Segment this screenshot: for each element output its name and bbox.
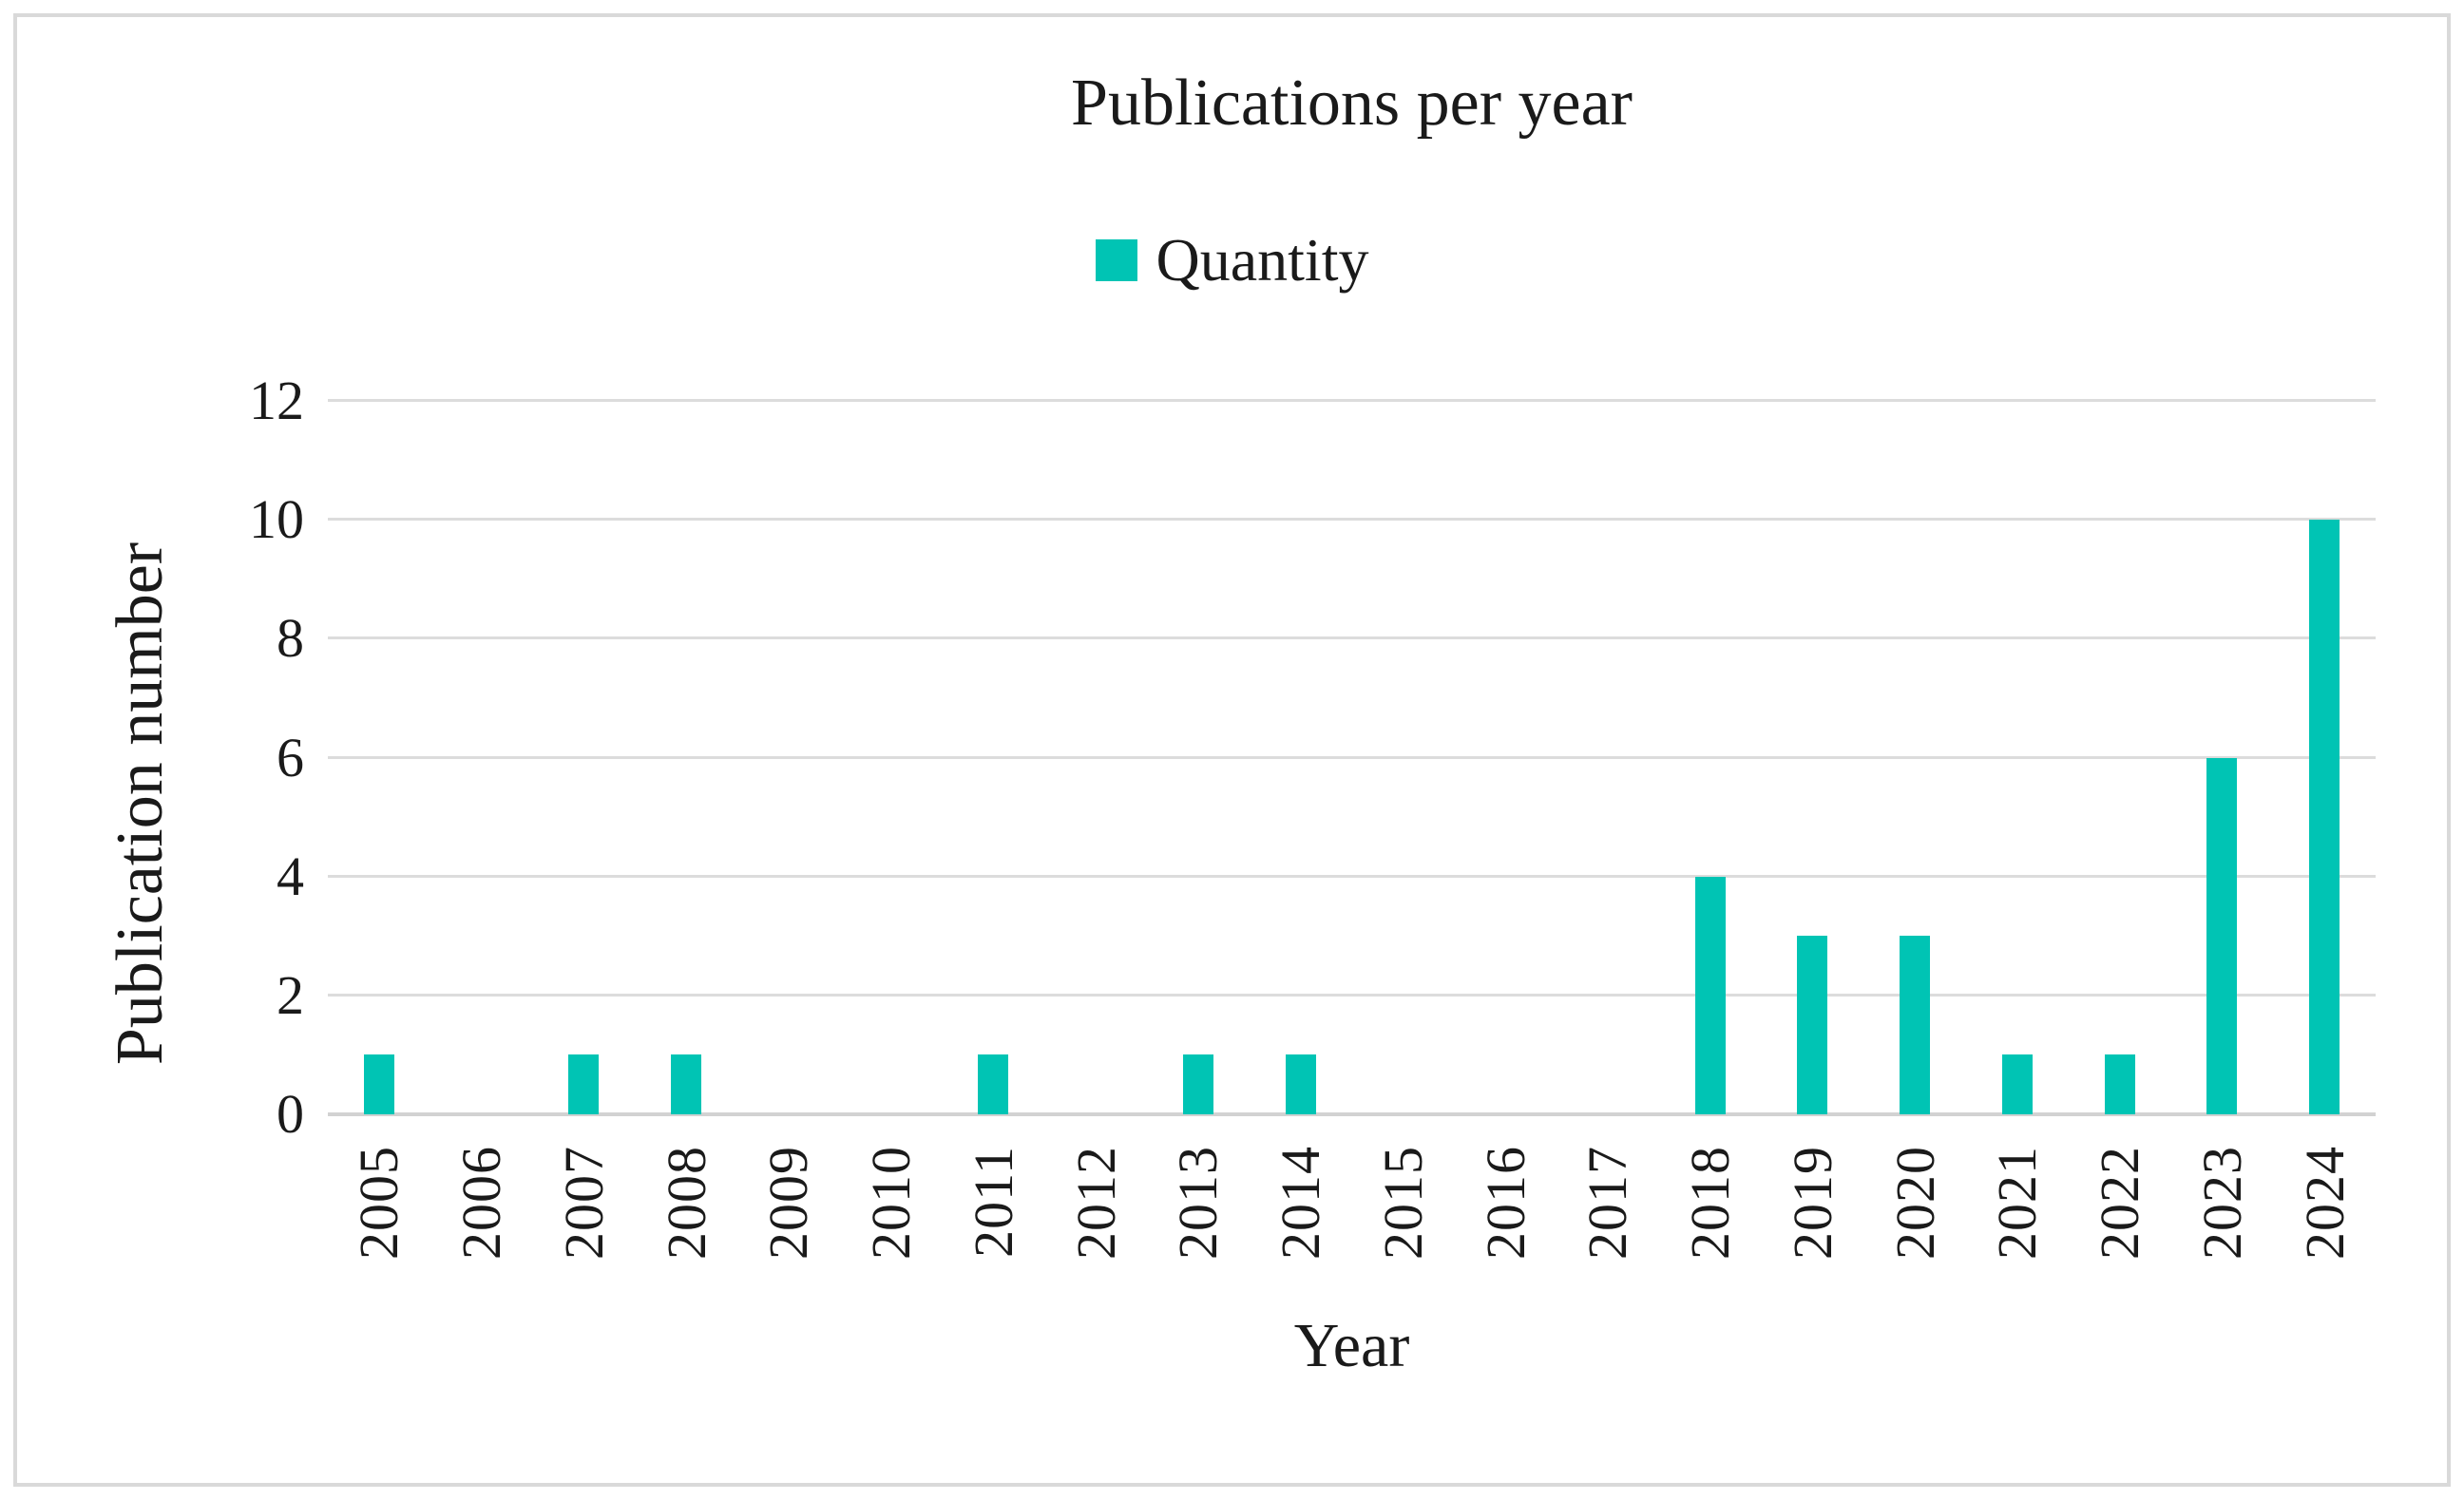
- x-tick-label-2016: 2016: [1474, 1146, 1537, 1260]
- x-tick-2005: 2005: [328, 1146, 430, 1305]
- x-tick-label-2008: 2008: [655, 1146, 717, 1260]
- gridline-y4: [328, 874, 2376, 878]
- x-tick-label-2017: 2017: [1576, 1146, 1639, 1260]
- x-tick-2020: 2020: [1863, 1146, 1966, 1305]
- x-axis-title: Year: [1293, 1311, 1410, 1380]
- bar-column-2007: [533, 401, 636, 1114]
- x-tick-label-2006: 2006: [450, 1146, 513, 1260]
- x-tick-label-2009: 2009: [757, 1146, 820, 1260]
- legend: Quantity: [17, 226, 2447, 294]
- x-tick-2012: 2012: [1044, 1146, 1147, 1305]
- x-tick-label-2012: 2012: [1064, 1146, 1127, 1260]
- x-tick-2022: 2022: [2069, 1146, 2171, 1305]
- x-tick-2011: 2011: [943, 1146, 1045, 1305]
- x-tick-label-2013: 2013: [1167, 1146, 1230, 1260]
- x-tick-label-2022: 2022: [2089, 1146, 2151, 1260]
- y-tick-label-2: 2: [277, 963, 304, 1026]
- bar-column-2014: [1250, 401, 1352, 1114]
- x-tick-label-2023: 2023: [2190, 1146, 2253, 1260]
- x-tick-2006: 2006: [430, 1146, 533, 1305]
- bar-2018: [1694, 876, 1726, 1114]
- x-tick-2007: 2007: [533, 1146, 636, 1305]
- x-tick-label-2018: 2018: [1679, 1146, 1742, 1260]
- bar-2013: [1182, 1054, 1213, 1114]
- x-tick-2016: 2016: [1454, 1146, 1557, 1305]
- x-tick-label-2010: 2010: [860, 1146, 923, 1260]
- x-tick-label-2005: 2005: [348, 1146, 411, 1260]
- x-tick-label-2007: 2007: [552, 1146, 615, 1260]
- bar-column-2012: [1044, 401, 1147, 1114]
- bar-column-2024: [2273, 401, 2376, 1114]
- bar-column-2006: [430, 401, 533, 1114]
- y-tick-label-4: 4: [277, 845, 304, 907]
- bar-column-2010: [840, 401, 943, 1114]
- bar-2007: [568, 1054, 600, 1114]
- x-tick-label-2014: 2014: [1270, 1146, 1332, 1260]
- bar-column-2017: [1557, 401, 1659, 1114]
- gridline-y10: [328, 518, 2376, 522]
- gridline-y12: [328, 399, 2376, 402]
- bar-column-2016: [1454, 401, 1557, 1114]
- bar-2008: [671, 1054, 702, 1114]
- bar-column-2008: [635, 401, 737, 1114]
- x-tick-label-2021: 2021: [1986, 1146, 2049, 1260]
- y-tick-label-0: 0: [277, 1083, 304, 1145]
- x-tick-2021: 2021: [1966, 1146, 2069, 1305]
- bar-2020: [1900, 936, 1931, 1114]
- x-tick-label-2011: 2011: [962, 1146, 1024, 1258]
- x-tick-2008: 2008: [635, 1146, 737, 1305]
- y-tick-label-10: 10: [249, 488, 304, 551]
- bar-column-2013: [1147, 401, 1250, 1114]
- gridline-y8: [328, 636, 2376, 640]
- y-tick-label-6: 6: [277, 726, 304, 788]
- bar-2021: [2001, 1054, 2033, 1114]
- x-tick-2010: 2010: [840, 1146, 943, 1305]
- bar-2022: [2104, 1054, 2135, 1114]
- x-tick-2017: 2017: [1557, 1146, 1659, 1305]
- chart-title: Publications per year: [1071, 66, 1633, 140]
- bar-column-2018: [1659, 401, 1762, 1114]
- x-tick-2023: 2023: [2171, 1146, 2274, 1305]
- bar-column-2011: [943, 401, 1045, 1114]
- x-tick-2014: 2014: [1250, 1146, 1352, 1305]
- bar-column-2023: [2171, 401, 2274, 1114]
- bar-2014: [1285, 1054, 1316, 1114]
- plot-area: [328, 399, 2376, 1116]
- x-tick-2013: 2013: [1147, 1146, 1250, 1305]
- x-tick-2019: 2019: [1762, 1146, 1864, 1305]
- gridline-y2: [328, 993, 2376, 997]
- bar-2023: [2206, 757, 2238, 1114]
- bar-2019: [1797, 936, 1828, 1114]
- gridline-y6: [328, 755, 2376, 759]
- bar-2005: [363, 1054, 394, 1114]
- x-tick-2018: 2018: [1659, 1146, 1762, 1305]
- bar-series: [328, 401, 2376, 1114]
- x-tick-label-2015: 2015: [1371, 1146, 1434, 1260]
- bar-column-2015: [1352, 401, 1455, 1114]
- x-tick-label-2024: 2024: [2293, 1146, 2356, 1260]
- y-tick-label-12: 12: [249, 370, 304, 431]
- x-tick-2024: 2024: [2273, 1146, 2376, 1305]
- bar-column-2019: [1762, 401, 1864, 1114]
- bar-column-2021: [1966, 401, 2069, 1114]
- y-tick-label-8: 8: [277, 607, 304, 670]
- x-axis-line: [328, 1112, 2376, 1116]
- bar-column-2022: [2069, 401, 2171, 1114]
- bar-column-2009: [737, 401, 840, 1114]
- x-tick-label-2019: 2019: [1781, 1146, 1843, 1260]
- bar-column-2020: [1863, 401, 1966, 1114]
- x-tick-label-2020: 2020: [1883, 1146, 1946, 1260]
- x-tick-2009: 2009: [737, 1146, 840, 1305]
- legend-label: Quantity: [1156, 226, 1369, 294]
- legend-swatch-quantity: [1095, 239, 1137, 281]
- x-tick-2015: 2015: [1352, 1146, 1455, 1305]
- x-axis-tick-labels: 2005 2006 2007 2008 2009 2010 2011 2012 2013 2014…: [328, 1146, 2376, 1305]
- figure-border: [13, 13, 2451, 1487]
- bar-column-2005: [328, 401, 430, 1114]
- bar-2024: [2309, 520, 2340, 1114]
- bar-2011: [978, 1054, 1009, 1114]
